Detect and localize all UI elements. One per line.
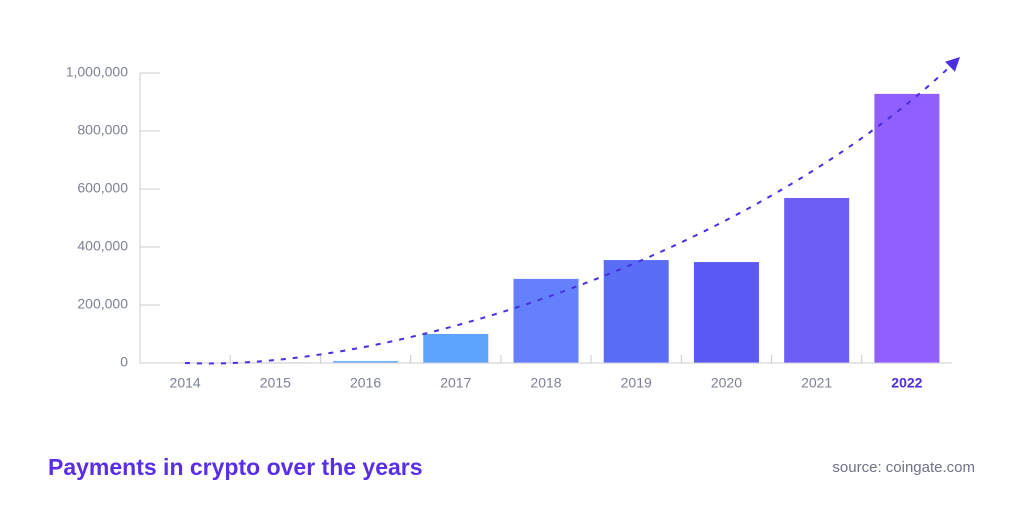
bar	[693, 262, 759, 363]
bar	[603, 260, 669, 363]
y-tick-label: 1,000,000	[66, 64, 128, 80]
x-tick-label: 2014	[170, 375, 201, 391]
bar	[784, 197, 850, 363]
x-tick-label: 2020	[711, 375, 742, 391]
y-tick-label: 600,000	[77, 180, 128, 196]
x-tick-label: 2022	[891, 375, 922, 391]
y-tick-label: 0	[120, 354, 128, 370]
y-tick-label: 200,000	[77, 296, 128, 312]
y-tick-label: 800,000	[77, 122, 128, 138]
bar	[513, 278, 579, 363]
bar	[423, 334, 489, 363]
y-tick-label: 400,000	[77, 238, 128, 254]
x-tick-label: 2016	[350, 375, 381, 391]
x-tick-label: 2017	[440, 375, 471, 391]
x-tick-label: 2019	[621, 375, 652, 391]
source: source: coingate.com	[832, 459, 975, 476]
chart-title: Payments in crypto over the years	[48, 454, 423, 480]
x-tick-label: 2015	[260, 375, 291, 391]
x-tick-label: 2018	[530, 375, 561, 391]
bar	[874, 93, 940, 363]
bar	[333, 360, 399, 363]
x-tick-label: 2021	[801, 375, 832, 391]
